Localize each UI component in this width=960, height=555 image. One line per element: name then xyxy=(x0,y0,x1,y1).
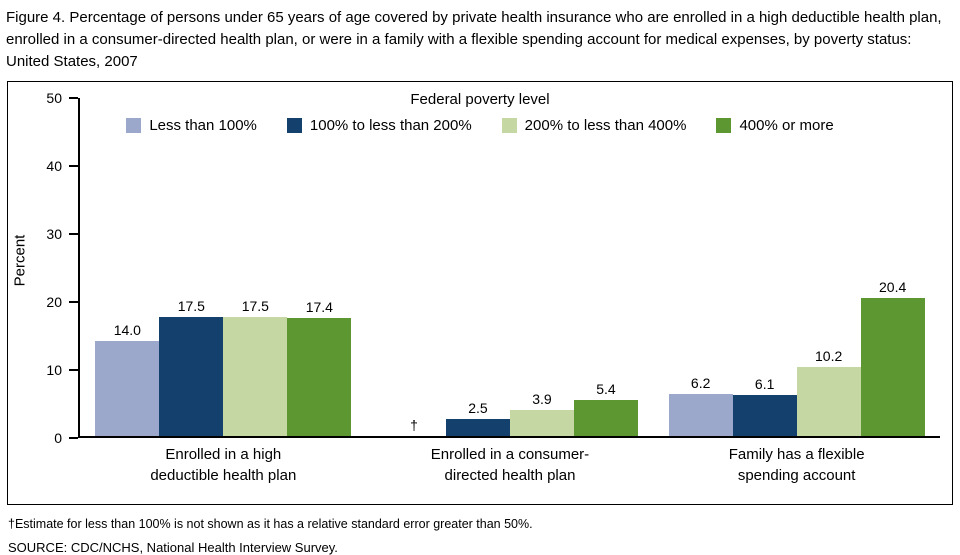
legend-label: Less than 100% xyxy=(149,117,257,135)
legend-label: 100% to less than 200% xyxy=(309,117,472,135)
bar-cell: 6.2 xyxy=(668,375,733,437)
bar-value-label: 3.9 xyxy=(532,390,552,407)
bar-value-label: 17.5 xyxy=(241,298,269,315)
y-tick-label: 30 xyxy=(46,226,62,243)
plot-area: 14.0 17.5 17.5 17.4 Enrolled in a high deduc… xyxy=(78,98,940,484)
legend-item: Less than 100% xyxy=(126,117,257,134)
bar-value-label: 17.4 xyxy=(305,298,333,315)
bar-cell: 5.4 xyxy=(573,380,638,437)
y-axis: 0 10 20 30 40 50 xyxy=(8,90,78,446)
bar xyxy=(732,394,797,437)
legend-swatch xyxy=(501,118,517,134)
y-tick-mark xyxy=(69,369,78,372)
bar-value-label: 6.2 xyxy=(690,375,711,392)
legend-items: Less than 100% 100% to less than 200% 200%… xyxy=(126,117,834,135)
legend-title: Federal poverty level xyxy=(410,91,550,109)
legend: Federal poverty level Less than 100% 100%… xyxy=(8,91,952,138)
bar-value-label: 6.1 xyxy=(754,375,775,392)
bar xyxy=(573,399,638,437)
bar-group: 6.2 6.1 10.2 20.4 Family has a flexible spen… xyxy=(668,278,925,484)
bar xyxy=(509,409,574,437)
bar xyxy=(159,317,224,437)
y-tick-label: 20 xyxy=(46,294,62,311)
y-tick-label: 10 xyxy=(46,362,62,379)
bar-value-label: 2.5 xyxy=(468,400,488,417)
category-label: Enrolled in a high deductible health pla… xyxy=(150,446,297,484)
y-tick-label: 0 xyxy=(54,430,62,447)
bar-cell: 20.4 xyxy=(860,278,925,437)
bar-cell: 17.5 xyxy=(159,298,224,437)
bar xyxy=(445,419,510,437)
y-tick-mark xyxy=(69,437,78,440)
legend-swatch xyxy=(716,118,732,134)
bar xyxy=(668,394,733,437)
bar xyxy=(796,366,861,437)
bar-cell: 6.1 xyxy=(732,375,797,437)
legend-label: 400% or more xyxy=(739,117,834,135)
y-tick-label: 40 xyxy=(46,158,62,175)
legend-item: 400% or more xyxy=(716,117,834,135)
bar-value-label: 17.5 xyxy=(177,298,205,315)
y-tick-mark xyxy=(69,97,78,100)
bar-cell: 3.9 xyxy=(509,390,574,437)
figure-title: Figure 4. Percentage of persons under 65… xyxy=(6,9,942,70)
bar-value-label: † xyxy=(410,417,418,434)
y-tick-label: 50 xyxy=(46,90,62,107)
footnotes: †Estimate for less than 100% is not show… xyxy=(0,505,960,555)
bar-value-label: 14.0 xyxy=(113,322,141,339)
legend-swatch xyxy=(126,118,142,134)
bar-cell: 17.5 xyxy=(223,298,288,437)
bar-value-label: 20.4 xyxy=(879,278,907,295)
bar-cell: 14.0 xyxy=(95,322,160,437)
legend-item: 100% to less than 200% xyxy=(286,117,472,135)
footnote-dagger: †Estimate for less than 100% is not show… xyxy=(8,517,533,532)
bar-value-label: 5.4 xyxy=(596,380,616,397)
bar-group: † 2.5 3.9 5.4 Enrolled in a consumer- direct… xyxy=(382,380,638,484)
bar-cell: 10.2 xyxy=(796,347,861,437)
bar-value-label: 10.2 xyxy=(815,347,843,364)
bar xyxy=(95,341,160,437)
y-tick-mark xyxy=(69,233,78,236)
bar xyxy=(860,297,925,437)
legend-label: 200% to less than 400% xyxy=(524,117,687,135)
bar-group: 14.0 17.5 17.5 17.4 Enrolled in a high deduc… xyxy=(95,298,352,484)
legend-swatch xyxy=(286,118,302,134)
footnote-source: SOURCE: CDC/NCHS, National Health Interv… xyxy=(8,540,338,555)
legend-item: 200% to less than 400% xyxy=(501,117,687,135)
chart-frame: Federal poverty level Less than 100% 100%… xyxy=(7,81,953,506)
bar xyxy=(287,317,352,437)
category-label: Family has a flexible spending account xyxy=(728,446,865,484)
category-label: Enrolled in a consumer- directed health … xyxy=(430,446,590,484)
bar-cell: † xyxy=(382,417,446,436)
bar xyxy=(223,317,288,437)
y-tick-mark xyxy=(69,301,78,304)
bar-cell: 2.5 xyxy=(445,400,510,437)
y-tick-mark xyxy=(69,165,78,168)
bar-cell: 17.4 xyxy=(287,298,352,437)
